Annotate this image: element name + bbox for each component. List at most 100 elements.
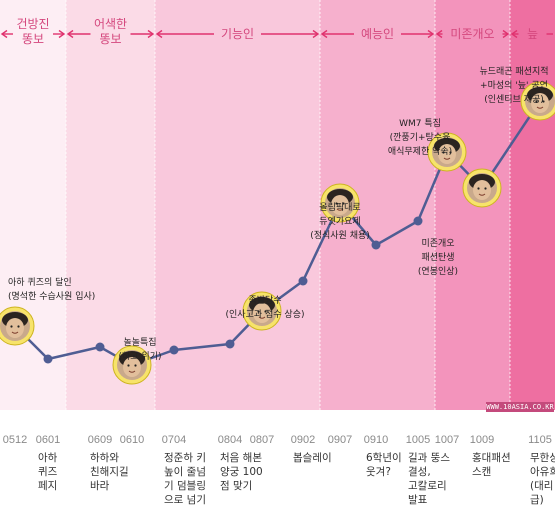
portrait-face bbox=[6, 318, 24, 338]
arrow-head-left bbox=[510, 29, 518, 39]
portrait-face bbox=[531, 93, 549, 113]
event-label: 봅슬레이 bbox=[293, 452, 332, 464]
data-point bbox=[95, 342, 105, 352]
x-tick-label: 0601 bbox=[36, 434, 60, 446]
x-tick-label: 1005 bbox=[406, 434, 430, 446]
x-tick-label: 0910 bbox=[364, 434, 388, 446]
portrait-eye bbox=[335, 202, 338, 205]
phase-band bbox=[155, 0, 320, 410]
arrow-head-left bbox=[320, 29, 328, 39]
arrow-head-left bbox=[66, 29, 74, 39]
career-line bbox=[0, 81, 555, 385]
portrait-medallion bbox=[112, 345, 152, 385]
portrait-eye bbox=[127, 364, 130, 367]
x-tick-label: 1007 bbox=[435, 434, 459, 446]
watermark: WWW.10ASIA.CO.KR bbox=[486, 403, 554, 411]
portrait-face bbox=[331, 195, 349, 215]
arrow-head-right bbox=[312, 29, 320, 39]
data-point bbox=[225, 339, 235, 349]
x-tick-label: 0609 bbox=[88, 434, 112, 446]
x-tick-label: 0902 bbox=[291, 434, 315, 446]
phase-label: 기능인 bbox=[221, 27, 254, 41]
portrait-eye bbox=[257, 310, 260, 313]
data-point bbox=[43, 354, 53, 364]
x-tick-label: 1009 bbox=[470, 434, 494, 446]
portrait-eye bbox=[342, 202, 345, 205]
portrait-eye bbox=[542, 100, 545, 103]
phase-label: 건방진 똥보 bbox=[16, 17, 49, 46]
watermark-bg bbox=[486, 402, 554, 412]
data-point bbox=[169, 345, 179, 355]
portrait-medallion bbox=[0, 306, 35, 346]
portrait-mouth bbox=[336, 208, 344, 211]
phase-band bbox=[66, 0, 155, 410]
event-label: 길과 뚱스 결성, 고칼로리 발표 bbox=[408, 451, 450, 506]
portrait-mouth bbox=[128, 370, 136, 373]
arrow-head-left bbox=[155, 29, 163, 39]
data-point bbox=[298, 276, 308, 286]
portrait-medallion bbox=[462, 168, 502, 208]
arrow-head-right bbox=[427, 29, 435, 39]
portrait-mouth bbox=[536, 106, 544, 109]
phase-label: 늪 bbox=[527, 27, 538, 41]
event-label: 하하와 친해지길 바라 bbox=[90, 451, 129, 492]
event-label: 홍대패션 스캔 bbox=[472, 451, 511, 478]
portrait-eye bbox=[484, 187, 487, 190]
portrait-mouth bbox=[478, 193, 486, 196]
portrait-eye bbox=[17, 325, 20, 328]
annotation: 미존개오 패션탄생 (연봉인상) bbox=[418, 238, 458, 277]
x-axis: 0512 0601 0609 0610 0704 0804 0807 0902 0907 0910… bbox=[3, 434, 552, 446]
annotation: 올림픽대로 듀엣가요제 (정식사원 채용) bbox=[310, 201, 370, 241]
data-point bbox=[413, 216, 423, 226]
event-labels: 아하 퀴즈 페지 하하와 친해지길 바라 정준하 키 높이 줄넘 기 덤블링 으로 넘기 처음 해본… bbox=[38, 451, 555, 506]
phase-bar: 건방진 똥보 어색한 똥보 기능인 예능인 미존개오 늪 bbox=[0, 17, 553, 46]
event-label: 처음 해본 양궁 100 점 맞기 bbox=[220, 451, 263, 492]
portrait-eye bbox=[134, 364, 137, 367]
portrait-mouth bbox=[443, 157, 451, 160]
x-tick-label: 0704 bbox=[162, 434, 186, 446]
portrait-medallion bbox=[242, 291, 282, 331]
phase-label: 어색한 똥보 bbox=[94, 17, 127, 46]
portrait-medallion bbox=[520, 81, 555, 121]
portrait-face bbox=[473, 180, 491, 200]
portrait-eye bbox=[264, 310, 267, 313]
x-tick-label: 0907 bbox=[328, 434, 352, 446]
event-label: 무한상사아유희(대리 진급) bbox=[530, 452, 555, 506]
arrow-head-right bbox=[502, 29, 510, 39]
portrait-eye bbox=[449, 151, 452, 154]
portrait-eye bbox=[10, 325, 13, 328]
arrow-head-left bbox=[0, 29, 8, 39]
portrait-face bbox=[253, 303, 271, 323]
portrait-face bbox=[438, 144, 456, 164]
phase-band bbox=[0, 0, 66, 410]
annotation: 족발당수 (인사고과 점수 상승) bbox=[226, 295, 305, 320]
phase-band bbox=[510, 0, 555, 410]
event-label: 6학년이 웃겨? bbox=[366, 452, 402, 478]
portrait-mouth bbox=[258, 316, 266, 319]
x-tick-label: 0512 bbox=[3, 434, 27, 446]
portrait-medallion bbox=[427, 132, 467, 172]
annotation: 아하 퀴즈의 달인 (명석한 수습사원 입사) bbox=[8, 276, 95, 302]
phase-bands bbox=[0, 0, 555, 410]
annotation: 뉴드래곤 패션지적 +마성의 '늪' 공연 (인센티브 제공) bbox=[479, 65, 548, 105]
arrow-head-right bbox=[147, 29, 155, 39]
event-label: 아하 퀴즈 페지 bbox=[38, 451, 58, 492]
arrow-head-left bbox=[435, 29, 443, 39]
portrait-eye bbox=[535, 100, 538, 103]
x-tick-label: 0807 bbox=[250, 434, 274, 446]
phase-label: 미존개오 bbox=[450, 27, 494, 41]
data-point bbox=[371, 240, 381, 250]
annotations: 아하 퀴즈의 달인 (명석한 수습사원 입사) 놀놀특집 (하고 위기) 족발당수 (인사… bbox=[8, 65, 549, 362]
phase-label: 예능인 bbox=[361, 27, 394, 41]
portrait-eye bbox=[477, 187, 480, 190]
x-tick-label: 1105 bbox=[528, 434, 552, 446]
annotation: 놀놀특집 (하고 위기) bbox=[118, 336, 161, 362]
arrow-head-right bbox=[58, 29, 66, 39]
x-tick-label: 0610 bbox=[120, 434, 144, 446]
annotation: WM7 특집 (깐풍기+탕수육 애식무제한 약속) bbox=[388, 117, 452, 157]
event-label: 정준하 키 높이 줄넘 기 덤블링 으로 넘기 bbox=[164, 451, 206, 506]
x-tick-label: 0804 bbox=[218, 434, 242, 446]
portrait-medallion bbox=[320, 183, 360, 223]
portrait-face bbox=[123, 357, 141, 377]
